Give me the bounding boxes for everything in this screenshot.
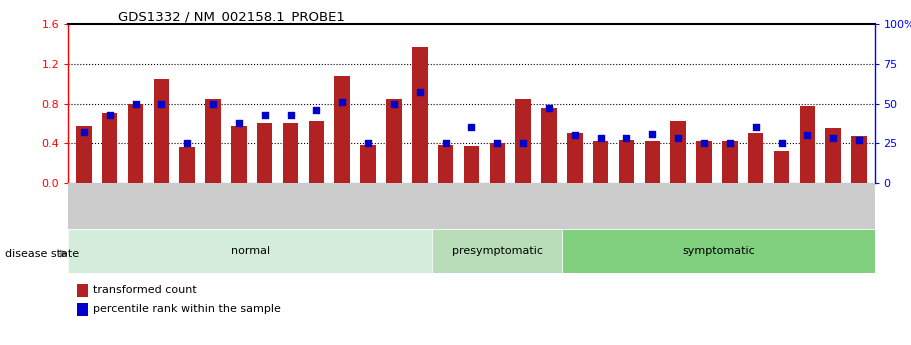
Point	[413, 90, 427, 95]
Text: presymptomatic: presymptomatic	[452, 246, 543, 256]
Bar	[438, 145, 454, 183]
Text: symptomatic: symptomatic	[682, 246, 755, 256]
Bar	[722, 141, 738, 183]
Bar	[309, 121, 324, 183]
Point	[102, 112, 117, 117]
Bar	[231, 126, 247, 183]
Bar	[562, 229, 875, 273]
Point	[231, 120, 246, 125]
Bar	[825, 128, 841, 183]
Text: GDS1332 / NM_002158.1_PROBE1: GDS1332 / NM_002158.1_PROBE1	[118, 10, 345, 23]
Point	[77, 129, 91, 135]
Bar	[696, 141, 711, 183]
Point	[490, 140, 505, 146]
Bar	[282, 124, 298, 183]
Bar	[619, 140, 634, 183]
Bar	[77, 126, 92, 183]
Point	[800, 132, 814, 138]
Point	[670, 136, 685, 141]
Bar	[257, 124, 272, 183]
Point	[619, 136, 634, 141]
Point	[568, 132, 582, 138]
Bar	[567, 133, 582, 183]
Bar	[670, 121, 686, 183]
Bar	[748, 133, 763, 183]
Bar	[412, 47, 427, 183]
Bar	[593, 141, 609, 183]
Bar	[179, 147, 195, 183]
Bar	[361, 145, 376, 183]
Point	[542, 106, 557, 111]
Point	[128, 101, 143, 106]
Point	[516, 140, 530, 146]
Bar	[464, 146, 479, 183]
Bar	[205, 99, 220, 183]
Point	[722, 140, 737, 146]
Point	[593, 136, 608, 141]
Bar	[433, 229, 562, 273]
Bar	[851, 136, 866, 183]
Point	[774, 140, 789, 146]
Point	[697, 140, 711, 146]
Point	[283, 112, 298, 117]
Point	[154, 101, 169, 106]
Bar	[541, 108, 557, 183]
Bar	[645, 141, 660, 183]
Point	[258, 112, 272, 117]
Point	[438, 140, 453, 146]
Bar	[334, 76, 350, 183]
Bar	[516, 99, 531, 183]
Point	[464, 125, 479, 130]
Point	[179, 140, 194, 146]
Point	[386, 101, 401, 106]
Bar	[102, 114, 118, 183]
Bar	[128, 104, 143, 183]
Point	[206, 101, 220, 106]
Text: normal: normal	[230, 246, 270, 256]
Point	[361, 140, 375, 146]
Bar	[68, 229, 433, 273]
Bar	[489, 143, 505, 183]
Point	[826, 136, 841, 141]
Point	[645, 131, 660, 136]
Point	[749, 125, 763, 130]
Bar	[800, 107, 815, 183]
Point	[852, 137, 866, 143]
Point	[335, 99, 350, 105]
Bar	[386, 99, 402, 183]
Point	[309, 107, 323, 112]
Text: disease state: disease state	[5, 249, 78, 258]
Bar	[154, 79, 169, 183]
Text: percentile rank within the sample: percentile rank within the sample	[93, 305, 281, 314]
Text: transformed count: transformed count	[93, 286, 197, 295]
Bar	[773, 151, 789, 183]
